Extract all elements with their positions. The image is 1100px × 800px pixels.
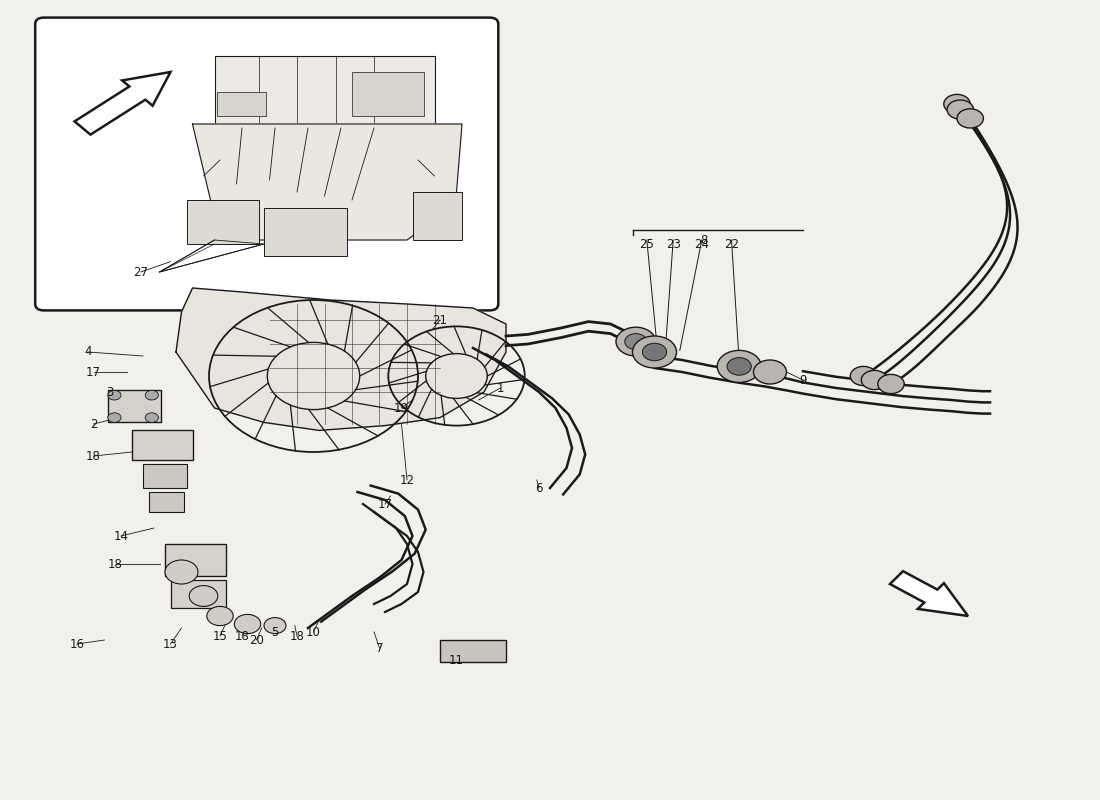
Circle shape (616, 327, 656, 356)
Circle shape (264, 618, 286, 634)
Circle shape (165, 560, 198, 584)
Circle shape (754, 360, 786, 384)
Circle shape (145, 390, 158, 400)
Text: 22: 22 (724, 238, 739, 250)
Text: 14: 14 (113, 530, 129, 542)
Text: 18: 18 (289, 630, 305, 642)
Circle shape (108, 413, 121, 422)
Text: 6: 6 (536, 482, 542, 494)
Text: 23: 23 (666, 238, 681, 250)
Text: 18: 18 (86, 450, 101, 462)
Text: 24: 24 (694, 238, 710, 250)
FancyBboxPatch shape (35, 18, 498, 310)
FancyBboxPatch shape (187, 200, 258, 244)
Text: 21: 21 (432, 314, 448, 326)
FancyBboxPatch shape (165, 544, 226, 576)
Circle shape (234, 614, 261, 634)
FancyBboxPatch shape (412, 192, 462, 240)
Text: 8: 8 (701, 234, 707, 246)
Circle shape (878, 374, 904, 394)
Text: 10: 10 (306, 626, 321, 638)
Text: 27: 27 (133, 266, 148, 278)
Text: 25: 25 (639, 238, 654, 250)
FancyBboxPatch shape (264, 208, 346, 256)
Text: 18: 18 (108, 558, 123, 570)
FancyBboxPatch shape (132, 430, 192, 460)
FancyBboxPatch shape (148, 492, 184, 512)
Text: 1: 1 (497, 382, 504, 394)
Text: 20: 20 (249, 634, 264, 646)
Circle shape (189, 586, 218, 606)
Text: 4: 4 (85, 346, 91, 358)
Text: 2: 2 (90, 418, 97, 430)
Text: 9: 9 (800, 374, 806, 386)
Polygon shape (890, 571, 968, 616)
Text: 11: 11 (449, 654, 464, 666)
Circle shape (625, 334, 647, 350)
Circle shape (145, 413, 158, 422)
Text: 19: 19 (394, 402, 409, 414)
FancyBboxPatch shape (217, 92, 266, 116)
Text: 5: 5 (272, 626, 278, 638)
Circle shape (850, 366, 877, 386)
Text: 18: 18 (234, 630, 250, 642)
Circle shape (207, 606, 233, 626)
Text: 7: 7 (376, 642, 383, 654)
Polygon shape (176, 288, 506, 430)
Circle shape (717, 350, 761, 382)
Circle shape (957, 109, 983, 128)
Polygon shape (192, 124, 462, 240)
Circle shape (944, 94, 970, 114)
Text: 12: 12 (399, 474, 415, 486)
Text: 16: 16 (69, 638, 85, 650)
FancyBboxPatch shape (170, 580, 226, 608)
FancyBboxPatch shape (352, 72, 424, 116)
Circle shape (947, 100, 974, 119)
FancyBboxPatch shape (440, 640, 506, 662)
Text: 17: 17 (86, 366, 101, 378)
Circle shape (727, 358, 751, 375)
Circle shape (108, 390, 121, 400)
Text: 13: 13 (163, 638, 178, 650)
Text: 15: 15 (212, 630, 228, 642)
Text: 3: 3 (107, 386, 113, 398)
Circle shape (632, 336, 676, 368)
FancyBboxPatch shape (214, 56, 434, 124)
Text: 17: 17 (377, 498, 393, 510)
Polygon shape (75, 72, 170, 134)
FancyBboxPatch shape (143, 464, 187, 488)
FancyBboxPatch shape (108, 390, 161, 422)
Circle shape (861, 370, 888, 390)
Circle shape (642, 343, 667, 361)
